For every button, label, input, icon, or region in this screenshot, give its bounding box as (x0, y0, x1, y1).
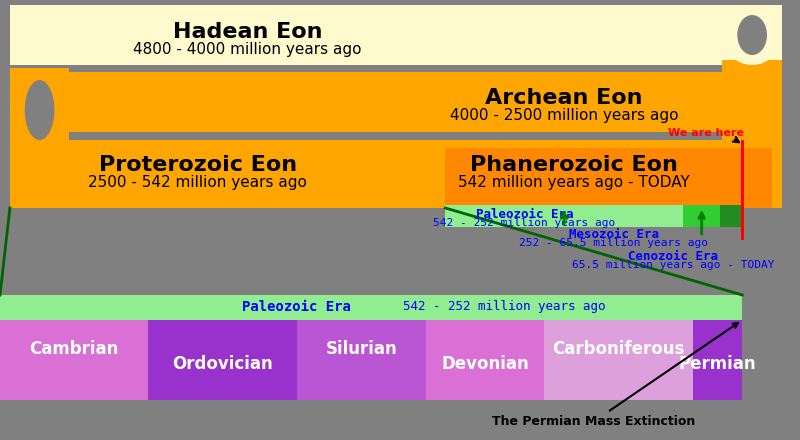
FancyBboxPatch shape (297, 320, 426, 400)
Text: Archean Eon: Archean Eon (486, 88, 643, 108)
FancyBboxPatch shape (683, 205, 721, 227)
Text: 2500 - 542 million years ago: 2500 - 542 million years ago (89, 175, 307, 190)
FancyBboxPatch shape (149, 320, 297, 400)
FancyBboxPatch shape (722, 60, 782, 140)
Text: Proterozoic Eon: Proterozoic Eon (99, 155, 297, 175)
Text: 542 - 252 million years ago: 542 - 252 million years ago (403, 300, 606, 313)
FancyBboxPatch shape (0, 320, 149, 400)
FancyBboxPatch shape (10, 72, 782, 132)
Text: 4800 - 4000 million years ago: 4800 - 4000 million years ago (133, 42, 362, 57)
Text: Permian: Permian (678, 355, 756, 373)
Text: Hadean Eon: Hadean Eon (173, 22, 322, 42)
FancyBboxPatch shape (693, 320, 742, 400)
FancyBboxPatch shape (10, 140, 782, 208)
FancyBboxPatch shape (426, 320, 544, 400)
FancyBboxPatch shape (544, 320, 693, 400)
FancyBboxPatch shape (722, 60, 782, 80)
Text: 252 - 65.5 million years ago: 252 - 65.5 million years ago (519, 238, 708, 248)
FancyBboxPatch shape (446, 148, 772, 208)
Text: Ordovician: Ordovician (172, 355, 273, 373)
FancyBboxPatch shape (742, 140, 744, 240)
FancyBboxPatch shape (446, 205, 683, 227)
Text: Devonian: Devonian (441, 355, 529, 373)
Text: Silurian: Silurian (326, 340, 397, 358)
FancyBboxPatch shape (721, 205, 742, 227)
Text: Paleozoic Era: Paleozoic Era (476, 208, 574, 221)
FancyBboxPatch shape (10, 5, 782, 65)
Ellipse shape (10, 70, 70, 150)
Ellipse shape (25, 80, 54, 140)
Text: Cenozoic Era: Cenozoic Era (628, 250, 718, 263)
Text: Paleozoic Era: Paleozoic Era (242, 300, 351, 314)
Text: Mesozoic Era: Mesozoic Era (569, 228, 658, 241)
Text: Carboniferous: Carboniferous (552, 340, 685, 358)
Text: We are here: We are here (668, 128, 744, 138)
FancyBboxPatch shape (0, 295, 742, 320)
Text: Phanerozoic Eon: Phanerozoic Eon (470, 155, 678, 175)
Text: 65.5 million years ago - TODAY: 65.5 million years ago - TODAY (572, 260, 774, 270)
Text: The Permian Mass Extinction: The Permian Mass Extinction (492, 323, 738, 428)
Ellipse shape (722, 5, 782, 65)
Ellipse shape (738, 15, 767, 55)
Text: 542 - 252 million years ago: 542 - 252 million years ago (434, 218, 616, 228)
FancyBboxPatch shape (10, 68, 70, 148)
Text: 4000 - 2500 million years ago: 4000 - 2500 million years ago (450, 108, 678, 123)
Text: Cambrian: Cambrian (30, 340, 119, 358)
Text: 542 million years ago - TODAY: 542 million years ago - TODAY (458, 175, 690, 190)
